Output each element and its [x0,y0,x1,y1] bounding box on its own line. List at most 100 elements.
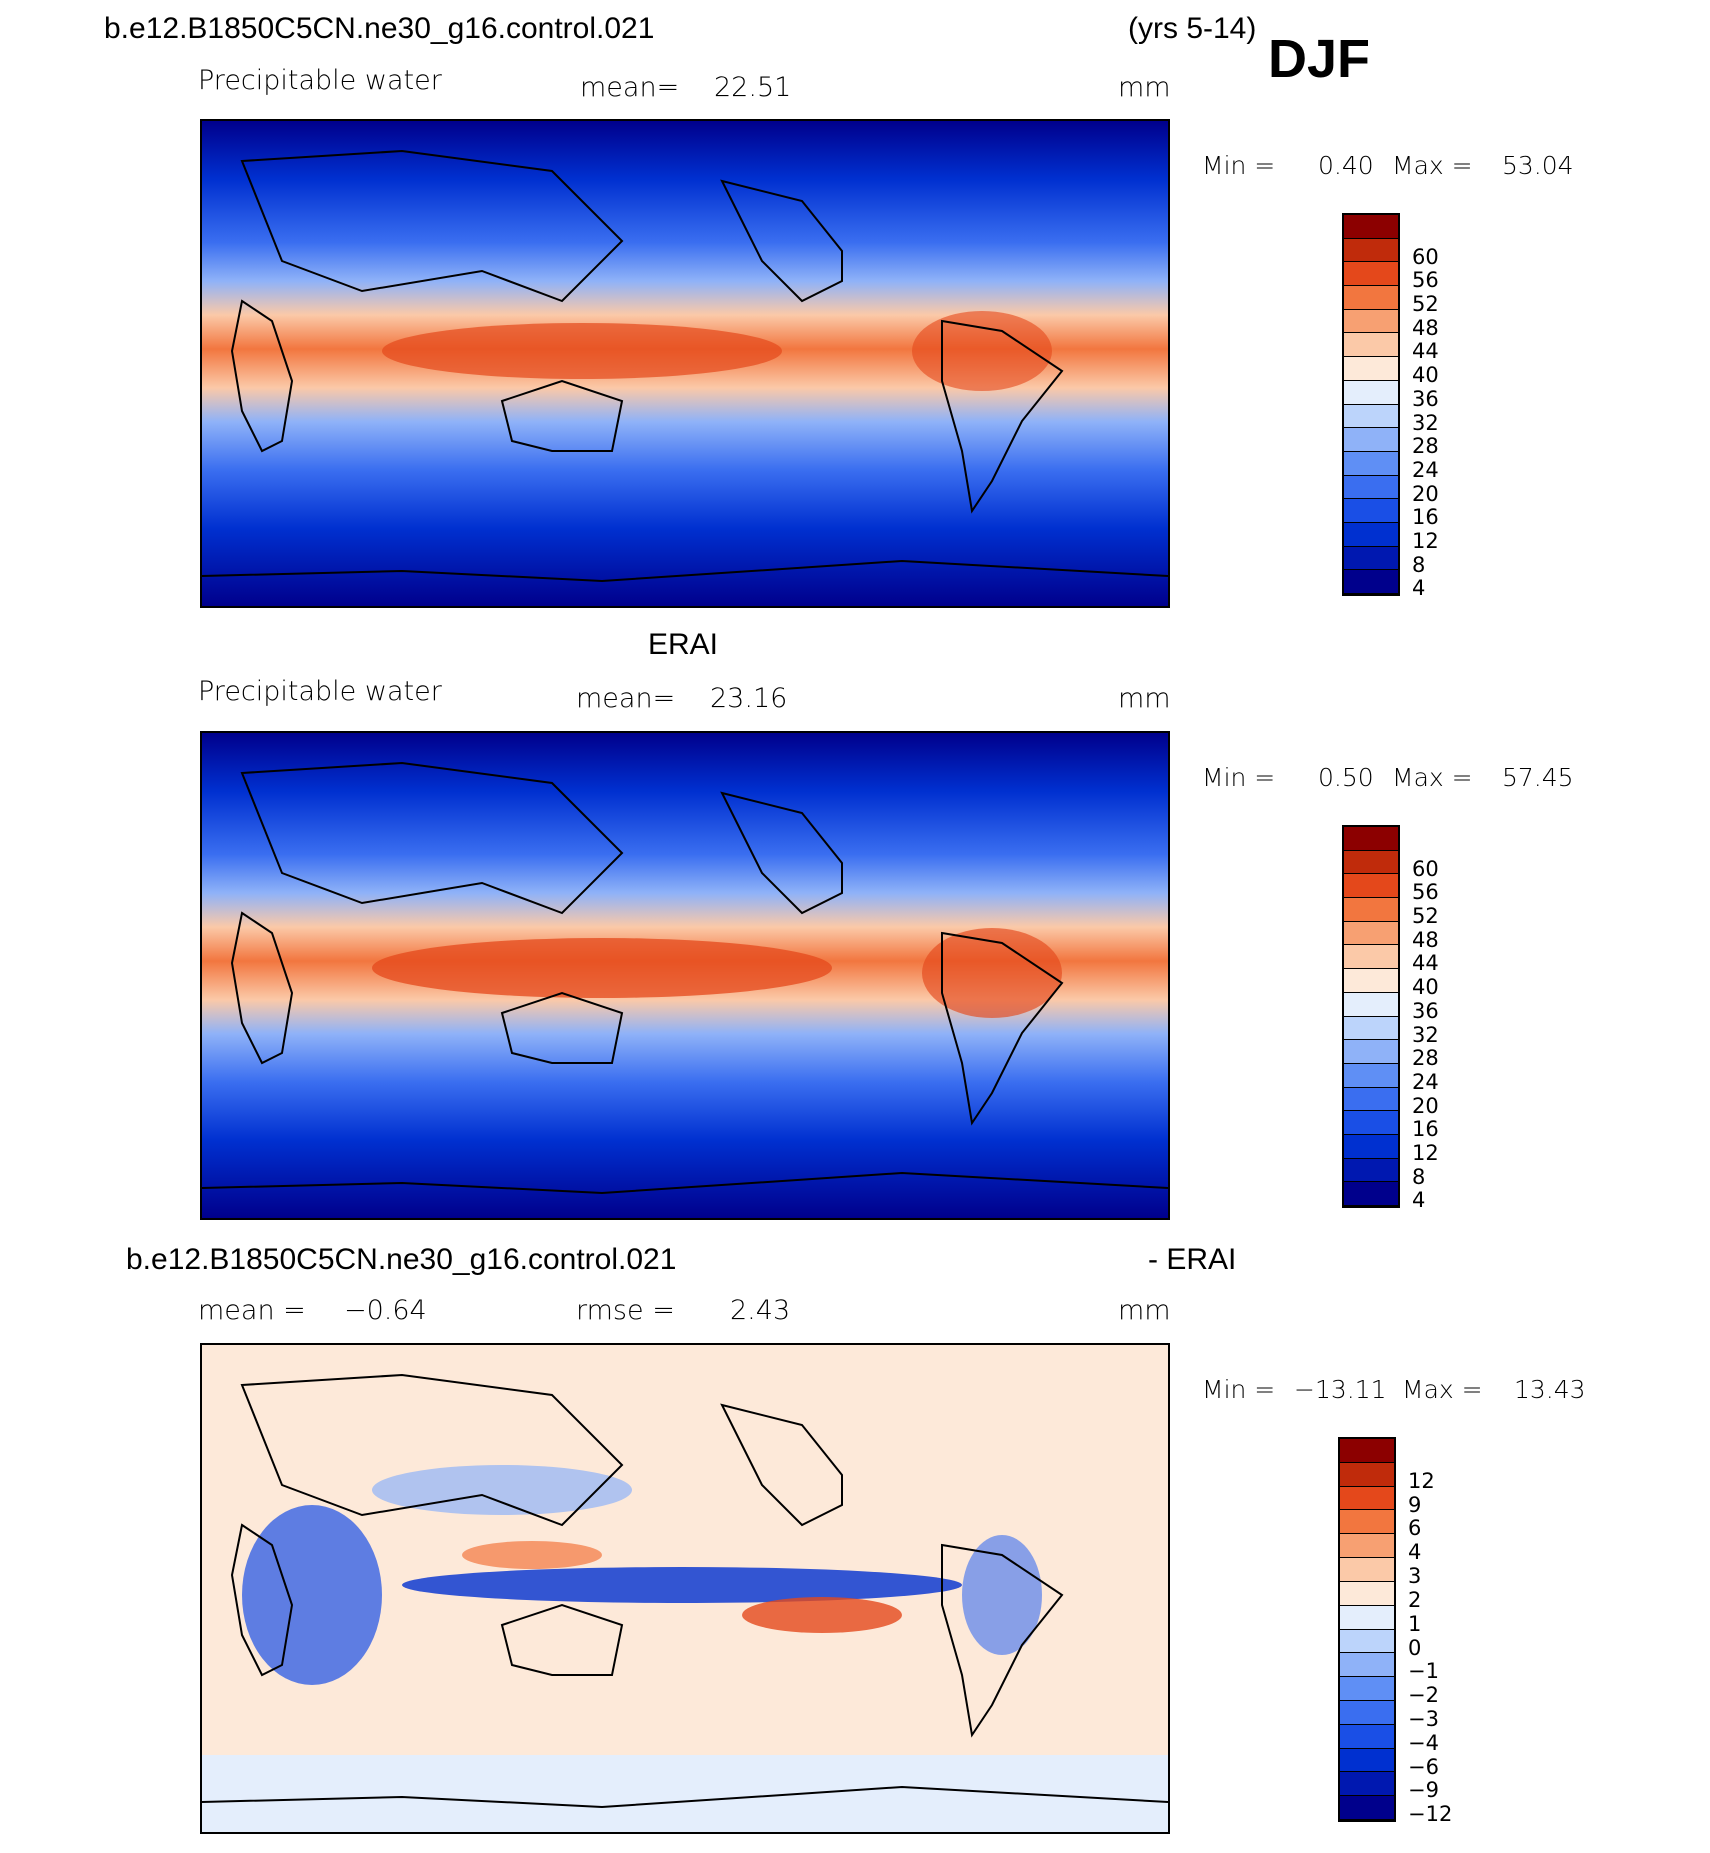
colorbar-tick-label: 2 [1408,1587,1422,1612]
colorbar-tick-label: 8 [1412,552,1426,577]
colorbar-cell [1344,969,1398,993]
colorbar-tick-label: 48 [1412,315,1439,340]
colorbar-cell [1340,1677,1394,1701]
colorbar-cell [1344,850,1398,875]
colorbar-tick-label: 40 [1412,975,1439,1000]
colorbar-cell [1344,428,1398,452]
colorbar-tick-label: 52 [1412,904,1439,929]
colorbar-tick-label: 3 [1408,1564,1422,1589]
colorbar-tick-label: 40 [1412,363,1439,388]
colorbar-tick-label: 56 [1412,880,1439,905]
colorbar-tick-label: −2 [1408,1683,1439,1708]
panel3-min-value: −13.11 [1294,1375,1387,1404]
panel3-map [200,1343,1170,1834]
colorbar-tick-label: 36 [1412,386,1439,411]
years-label: (yrs 5-14) [1128,12,1257,45]
panel3-rmse-value: 2.43 [730,1295,791,1326]
colorbar-cell [1344,827,1398,851]
panel1-min-value: 0.40 [1318,151,1374,180]
panel1-min-label: Min = [1202,151,1276,180]
colorbar-cell [1344,570,1398,594]
colorbar-cell [1340,1439,1394,1463]
colorbar-tick-label: 44 [1412,951,1439,976]
colorbar-tick-label: 60 [1412,856,1439,881]
panel2-min-value: 0.50 [1318,763,1374,792]
colorbar-cell [1344,333,1398,358]
colorbar-cell [1344,380,1398,405]
colorbar-cell [1344,1182,1398,1206]
colorbar-cell [1344,945,1398,970]
colorbar-tick-label: −4 [1408,1730,1439,1755]
colorbar-tick-label: 20 [1412,1093,1439,1118]
colorbar-cell [1344,215,1398,239]
panel1-mean-label: mean= [580,72,680,103]
colorbar-cell [1344,1087,1398,1112]
panel3-units: mm [1118,1295,1171,1326]
panel1-field [202,121,1168,606]
colorbar-tick-label: 60 [1412,244,1439,269]
colorbar-cell [1340,1605,1394,1630]
panel3-field [202,1345,1168,1832]
colorbar-tick-label: 12 [1412,528,1439,553]
colorbar-tick-label: 6 [1408,1516,1422,1541]
colorbar-tick-label: −12 [1408,1802,1453,1827]
colorbar-cell [1344,1111,1398,1135]
colorbar-cell [1340,1748,1394,1773]
colorbar-cell [1340,1534,1394,1559]
colorbar-tick-label: −9 [1408,1778,1439,1803]
colorbar-tick-label: −6 [1408,1754,1439,1779]
colorbar-cell [1344,262,1398,287]
panel2-max-label: Max = [1392,763,1473,792]
colorbar-tick-label: 12 [1412,1140,1439,1165]
colorbar-cell [1344,1040,1398,1064]
colorbar-cell [1340,1629,1394,1654]
colorbar-cell [1340,1700,1394,1725]
colorbar-cell [1340,1486,1394,1511]
colorbar-cell [1344,874,1398,899]
colorbar-cell [1344,1134,1398,1159]
case-name-title: b.e12.B1850C5CN.ne30_g16.control.021 [104,12,655,45]
panel3-title-left: b.e12.B1850C5CN.ne30_g16.control.021 [126,1243,677,1276]
colorbar-cell [1340,1796,1394,1820]
colorbar-cell [1344,522,1398,547]
panel2-max-value: 57.45 [1502,763,1574,792]
panel1-max-value: 53.04 [1502,151,1574,180]
colorbar-cell [1344,309,1398,334]
colorbar-tick-label: 56 [1412,268,1439,293]
colorbar-cell [1344,1063,1398,1088]
panel2-field [202,733,1168,1218]
panel3-mean-value: −0.64 [344,1295,427,1326]
colorbar-cell [1344,546,1398,571]
colorbar-tick-label: −3 [1408,1706,1439,1731]
colorbar-tick-label: 12 [1408,1468,1435,1493]
colorbar-cell [1344,451,1398,476]
panel2-colorbar [1342,825,1400,1208]
panel2-min-label: Min = [1202,763,1276,792]
colorbar-cell [1344,475,1398,500]
panel1-max-label: Max = [1392,151,1473,180]
colorbar-tick-label: 48 [1412,927,1439,952]
panel1-mean-value: 22.51 [714,72,792,103]
season-label: DJF [1268,29,1371,89]
panel3-rmse-label: rmse = [576,1295,675,1326]
colorbar-tick-label: 9 [1408,1492,1422,1517]
colorbar-cell [1344,1158,1398,1183]
colorbar-tick-label: 32 [1412,1022,1439,1047]
colorbar-tick-label: 16 [1412,1117,1439,1142]
panel1-variable: Precipitable water [198,65,442,96]
colorbar-cell [1340,1772,1394,1797]
panel2-mean-label: mean= [576,683,676,714]
panel2-title: ERAI [648,628,719,661]
colorbar-cell [1344,286,1398,310]
colorbar-tick-label: −1 [1408,1659,1439,1684]
colorbar-tick-label: 36 [1412,998,1439,1023]
colorbar-cell [1340,1653,1394,1678]
colorbar-cell [1340,1581,1394,1606]
colorbar-cell [1344,1016,1398,1041]
colorbar-cell [1340,1724,1394,1749]
colorbar-tick-label: 24 [1412,1069,1439,1094]
panel2-mean-value: 23.16 [710,683,788,714]
panel1-units: mm [1118,72,1171,103]
colorbar-tick-label: 16 [1412,505,1439,530]
colorbar-cell [1344,898,1398,922]
